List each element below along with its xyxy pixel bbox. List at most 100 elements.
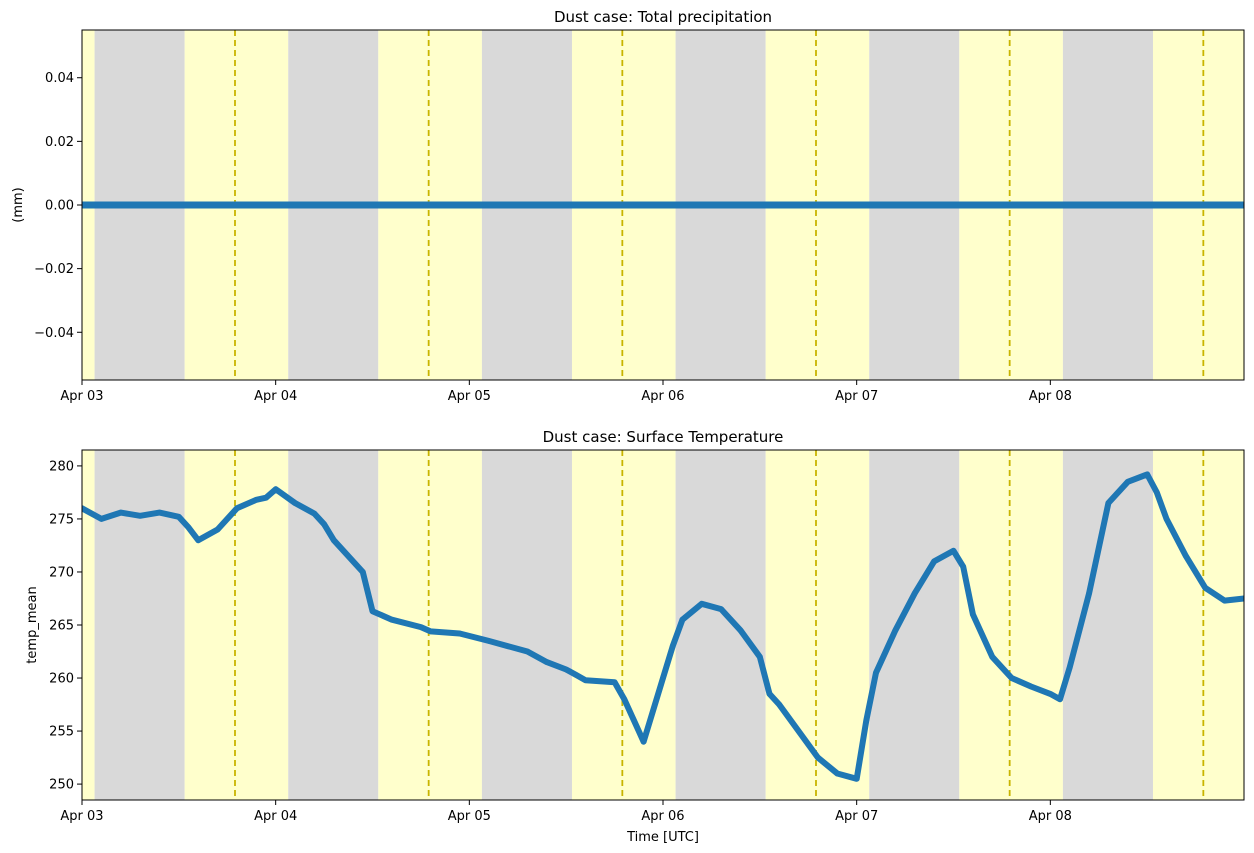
data-point <box>640 738 647 745</box>
chart-title: Dust case: Total precipitation <box>554 8 772 26</box>
data-point <box>1221 597 1228 604</box>
data-point <box>582 677 589 683</box>
data-point <box>815 754 821 761</box>
data-point <box>456 630 463 637</box>
data-point <box>418 624 424 630</box>
data-point <box>1008 675 1015 681</box>
data-point <box>195 537 201 543</box>
x-axis: Apr 03 Apr 04 Apr 05 Apr 06 Apr 07 Apr 08 <box>60 800 1072 824</box>
night-band <box>869 450 960 800</box>
data-point <box>1105 500 1112 506</box>
y-tick-label: 250 <box>49 778 74 793</box>
data-point <box>427 628 434 635</box>
temperature-series <box>82 471 1244 782</box>
data-point <box>185 524 192 531</box>
data-point <box>524 648 531 655</box>
data-point <box>176 514 182 520</box>
y-axis: 0.04 0.02 0.00 −0.02 −0.04 <box>34 71 82 341</box>
x-tick-label: Apr 03 <box>60 809 103 824</box>
data-point <box>117 509 124 516</box>
y-axis-label: temp_mean <box>25 586 40 663</box>
night-band <box>288 450 379 800</box>
day-night-bands <box>82 450 1244 800</box>
data-point <box>485 638 492 644</box>
data-point <box>253 497 260 503</box>
data-point <box>321 521 327 528</box>
data-point <box>931 558 937 565</box>
data-point <box>679 616 686 623</box>
day-band <box>184 450 289 800</box>
y-tick-label: 0.00 <box>45 199 74 214</box>
y-axis: 280 275 270 265 260 255 250 <box>49 459 82 793</box>
data-point <box>234 505 240 512</box>
day-band <box>82 450 95 800</box>
day-band <box>378 450 482 800</box>
y-tick-label: 0.02 <box>45 135 74 150</box>
data-point <box>863 717 870 724</box>
data-point <box>795 728 802 734</box>
y-tick-label: 280 <box>49 459 74 474</box>
data-point <box>950 547 957 554</box>
data-point <box>1028 683 1034 690</box>
data-point <box>1163 516 1170 522</box>
data-point <box>263 494 269 501</box>
data-point <box>892 627 899 634</box>
y-tick-label: −0.02 <box>34 262 74 277</box>
data-point <box>360 569 366 575</box>
day-band <box>1152 450 1244 800</box>
x-tick-label: Apr 08 <box>1029 389 1072 404</box>
data-point <box>330 537 337 543</box>
x-axis: Apr 03 Apr 04 Apr 05 Apr 06 Apr 07 Apr 08 <box>60 380 1072 404</box>
y-tick-label: 265 <box>49 619 74 634</box>
data-point <box>1066 664 1073 671</box>
data-point <box>766 691 773 697</box>
data-point <box>1047 691 1054 697</box>
night-band <box>675 450 766 800</box>
data-point <box>1086 590 1092 596</box>
y-tick-label: −0.04 <box>34 326 74 341</box>
data-point <box>989 654 996 660</box>
y-tick-label: 0.04 <box>45 71 74 86</box>
y-tick-label: 270 <box>49 565 74 580</box>
x-tick-label: Apr 06 <box>641 389 684 404</box>
data-point <box>757 654 763 660</box>
data-point <box>834 770 841 777</box>
x-tick-label: Apr 05 <box>448 389 491 404</box>
data-point <box>853 775 860 782</box>
x-tick-label: Apr 04 <box>254 389 297 404</box>
data-point <box>1125 479 1131 485</box>
data-point <box>98 516 105 522</box>
data-point <box>698 600 705 607</box>
y-axis-label: (mm) <box>11 187 26 222</box>
data-point <box>369 608 376 615</box>
data-point <box>311 510 318 517</box>
data-point <box>544 659 550 665</box>
data-point <box>1154 489 1160 496</box>
data-point <box>1057 696 1063 703</box>
x-axis-label: Time [UTC] <box>626 830 699 845</box>
data-point <box>156 509 163 516</box>
data-point <box>573 672 579 678</box>
data-point <box>911 590 918 596</box>
precipitation-chart: Apr 03 Apr 04 Apr 05 Apr 06 Apr 07 Apr 08 0.0… <box>11 8 1245 404</box>
chart-title: Dust case: Surface Temperature <box>543 428 784 446</box>
data-point <box>1183 553 1189 559</box>
x-tick-label: Apr 05 <box>448 809 491 824</box>
data-point <box>669 643 676 650</box>
data-point <box>660 675 666 681</box>
data-point <box>737 627 744 634</box>
day-band <box>765 450 870 800</box>
y-tick-label: 255 <box>49 725 74 740</box>
sunset-lines <box>234 450 1205 800</box>
data-point <box>621 696 628 703</box>
data-point <box>970 611 976 618</box>
data-point <box>718 606 724 612</box>
data-point <box>611 679 618 686</box>
x-tick-label: Apr 08 <box>1029 809 1072 824</box>
y-tick-label: 260 <box>49 672 74 687</box>
data-point <box>1202 585 1209 591</box>
data-point <box>1144 471 1150 478</box>
data-point <box>272 486 279 493</box>
data-point <box>137 512 143 519</box>
